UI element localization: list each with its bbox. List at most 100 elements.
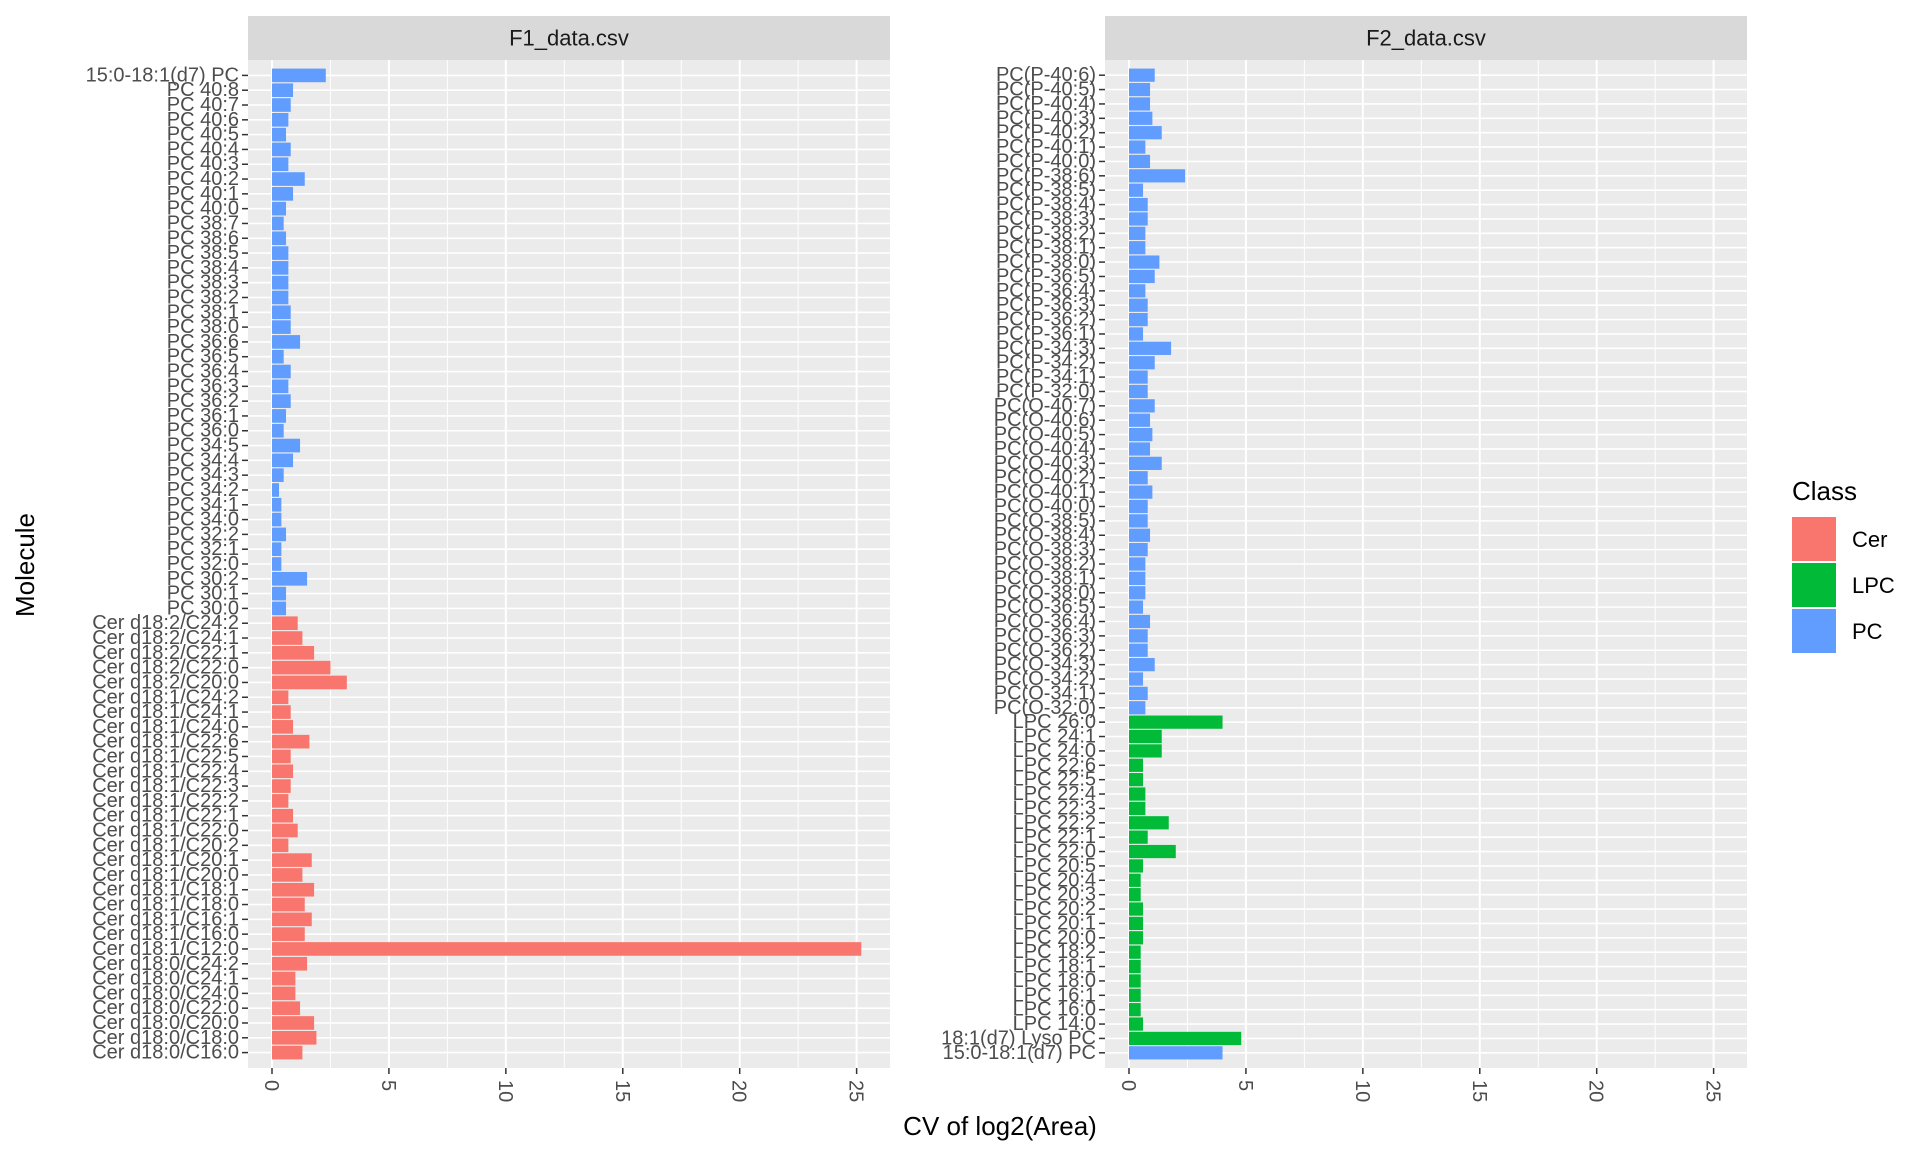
y-tick-label: LPC 16:0: [1013, 999, 1096, 1021]
bar: [272, 675, 347, 690]
y-tick-label: PC 38:7: [167, 212, 239, 234]
y-tick-label: PC(P-38:0): [996, 251, 1096, 273]
bar: [1129, 183, 1144, 197]
bar: [1129, 154, 1151, 169]
bar: [1129, 600, 1144, 614]
panel-strip: [248, 16, 890, 61]
legend-key-pc: [1792, 609, 1836, 653]
bar: [1129, 859, 1144, 873]
y-tick-label: PC(O-38:4): [994, 524, 1096, 546]
bar: [1129, 97, 1151, 111]
bar: [272, 956, 308, 971]
bar: [1129, 197, 1148, 212]
bar: [272, 68, 326, 83]
bar: [1129, 413, 1151, 427]
bar: [272, 942, 862, 956]
y-tick-label: LPC 20:5: [1013, 855, 1096, 877]
y-tick-label: PC(O-38:2): [994, 553, 1096, 575]
bar: [1129, 888, 1141, 902]
y-tick-label: PC(O-40:5): [994, 424, 1096, 446]
bar: [272, 246, 289, 260]
y-tick-label: PC 30:2: [167, 568, 239, 590]
x-tick-label: 25: [845, 1080, 867, 1102]
y-tick-label: PC(O-38:5): [994, 510, 1096, 532]
panel-strip: [1105, 16, 1747, 61]
bar: [1129, 68, 1155, 82]
legend-title: Class: [1792, 476, 1857, 506]
y-tick-label: Cer d18:1/C22:4: [92, 760, 239, 782]
y-tick-label: PC(O-38:3): [994, 539, 1096, 561]
y-tick-label: Cer d18:2/C22:0: [92, 657, 239, 679]
y-tick-label: PC(O-34:1): [994, 682, 1096, 704]
y-tick-label: LPC 22:4: [1013, 783, 1096, 805]
x-tick-label: 15: [611, 1080, 633, 1102]
y-tick-label: LPC 22:5: [1013, 769, 1096, 791]
bar: [272, 660, 331, 675]
bar: [1129, 787, 1146, 801]
bar: [1129, 658, 1155, 672]
y-tick-label: PC 40:6: [167, 109, 239, 131]
y-tick-label: PC 34:2: [167, 479, 239, 501]
y-tick-label: PC(P-32:0): [996, 380, 1096, 402]
y-tick-label: PC 30:0: [167, 597, 239, 619]
y-tick-label: PC 36:3: [167, 375, 239, 397]
y-tick-label: PC(P-38:5): [996, 179, 1096, 201]
bar: [272, 275, 289, 290]
bar: [1129, 471, 1148, 485]
bar: [272, 290, 289, 305]
y-tick-label: Cer d18:0/C20:0: [92, 1012, 239, 1034]
bar: [272, 868, 303, 882]
y-tick-label: Cer d18:0/C24:2: [92, 953, 239, 975]
y-tick-label: PC 36:2: [167, 390, 239, 412]
y-axis-title: Molecule: [10, 513, 40, 617]
y-tick-label: LPC 14:0: [1013, 1013, 1096, 1035]
y-tick-label: LPC 20:1: [1013, 912, 1096, 934]
bar: [1129, 586, 1146, 600]
y-tick-label: PC(O-38:1): [994, 567, 1096, 589]
bar: [1129, 629, 1148, 643]
x-axis-title: CV of log2(Area): [903, 1111, 1097, 1141]
bar: [272, 927, 305, 941]
bar: [272, 690, 289, 705]
bar: [1129, 1003, 1141, 1017]
bar: [272, 261, 289, 275]
y-tick-label: Cer d18:1/C18:0: [92, 894, 239, 916]
y-tick-label: PC 34:4: [167, 449, 239, 471]
bar: [272, 705, 291, 719]
x-tick-label: 15: [1468, 1080, 1490, 1102]
y-tick-label: Cer d18:1/C22:5: [92, 745, 239, 767]
y-tick-label: LPC 22:2: [1013, 812, 1096, 834]
y-tick-label: PC(P-38:6): [996, 165, 1096, 187]
bar: [272, 409, 287, 423]
bar: [1129, 873, 1141, 887]
y-tick-label: PC 40:4: [167, 138, 239, 160]
y-tick-label: PC 36:0: [167, 420, 239, 442]
bar: [272, 335, 301, 349]
y-tick-label: Cer d18:2/C22:1: [92, 642, 239, 664]
panel-title: F2_data.csv: [1366, 26, 1486, 51]
y-tick-label: LPC 24:1: [1013, 726, 1096, 748]
y-tick-label: PC 40:1: [167, 183, 239, 205]
y-tick-label: PC(O-36:4): [994, 611, 1096, 633]
bar: [1129, 543, 1148, 557]
bar: [272, 349, 284, 364]
bar: [1129, 399, 1155, 413]
bar: [272, 1030, 317, 1045]
bar: [272, 127, 287, 142]
y-tick-label: Cer d18:2/C24:1: [92, 627, 239, 649]
y-tick-label: Cer d18:1/C22:1: [92, 805, 239, 827]
y-tick-label: PC 38:6: [167, 227, 239, 249]
bar: [1129, 356, 1155, 370]
bar: [272, 749, 291, 764]
bar: [1129, 686, 1148, 701]
bar: [1129, 1031, 1242, 1046]
bar: [1129, 111, 1153, 125]
y-tick-label: Cer d18:0/C24:0: [92, 982, 239, 1004]
bar: [272, 882, 315, 897]
y-tick-label: PC(O-36:5): [994, 596, 1096, 618]
bar: [1129, 140, 1146, 154]
y-tick-label: PC(P-40:5): [996, 79, 1096, 101]
y-tick-label: PC 38:2: [167, 286, 239, 308]
bar: [272, 986, 296, 1001]
